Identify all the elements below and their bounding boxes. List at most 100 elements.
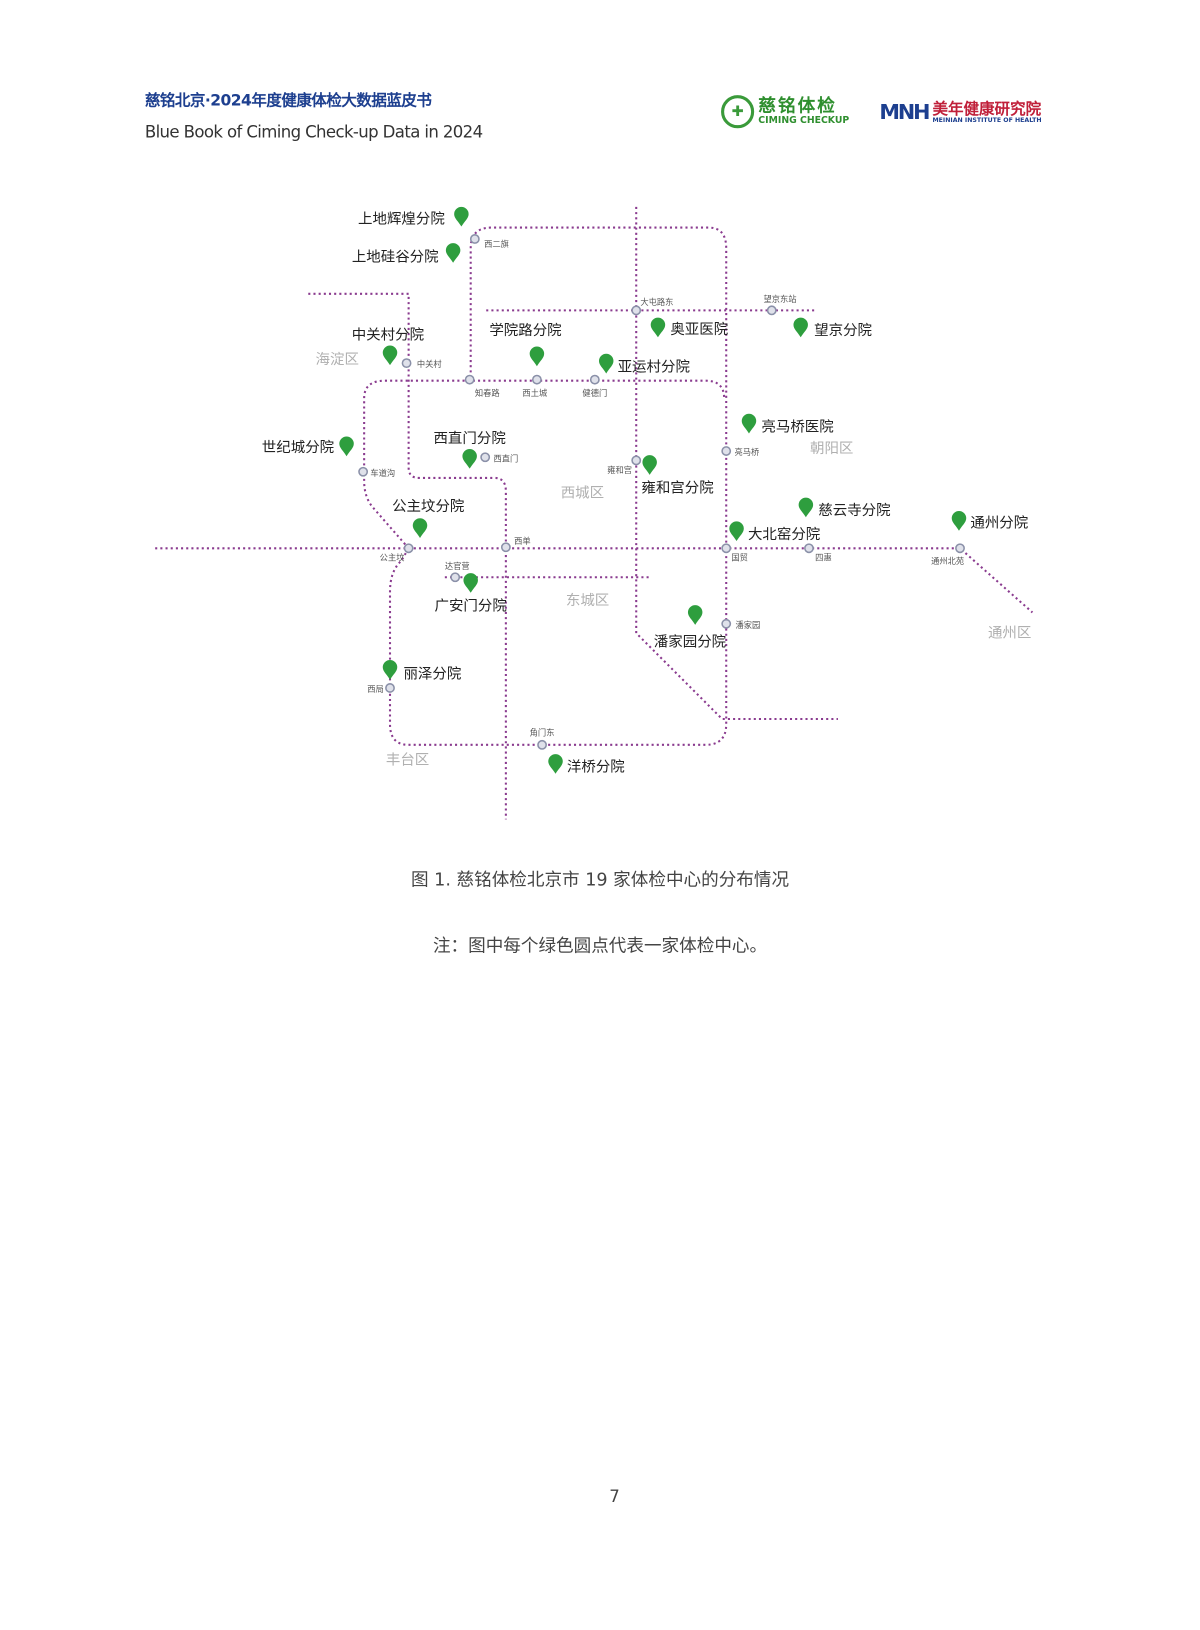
metro-station-icon (631, 305, 642, 316)
station-label: 西局 (367, 684, 384, 694)
header-title-cn: 慈铭北京·2024年度健康体检大数据蓝皮书 (144, 91, 432, 110)
station-label: 亮马桥 (734, 447, 760, 457)
center-label: 大北窑分院 (748, 526, 820, 543)
metro-station-icon (955, 543, 965, 554)
ciming-logo: ✚ 慈铭体检 CIMING CHECKUP (721, 95, 850, 129)
metro-station-icon (403, 543, 414, 554)
center-label: 潘家园分院 (654, 634, 726, 651)
map-pin-icon (462, 448, 477, 469)
station-label: 大屯路东 (640, 297, 673, 307)
metro-line (635, 206, 838, 721)
station-label: 公主坟 (380, 553, 405, 563)
district-label: 朝阳区 (810, 440, 853, 457)
station-label: 健德门 (582, 388, 607, 398)
station-label: 雍和宫 (607, 465, 632, 475)
map-pin-icon (741, 413, 757, 434)
metro-station-icon (469, 234, 480, 244)
center-label: 中关村分院 (352, 326, 424, 343)
center-label: 广安门分院 (434, 597, 506, 614)
center-label: 亚运村分院 (618, 358, 690, 375)
meinian-logo-cn: 美年健康研究院 (932, 98, 1042, 118)
station-label: 车道沟 (370, 468, 395, 478)
metro-station-icon (804, 543, 814, 554)
map-pin-icon (793, 317, 808, 338)
station-label: 西土城 (522, 388, 548, 398)
map-pin-icon (382, 345, 398, 366)
metro-line (155, 547, 1034, 614)
center-label: 望京分院 (814, 322, 872, 339)
meinian-logo: MNH 美年健康研究院 MEINIAN INSTITUTE OF HEALTH (879, 99, 1041, 124)
metro-station-icon (721, 618, 732, 629)
metro-station-icon (401, 358, 412, 369)
map-pin-icon (598, 353, 614, 374)
map-pin-icon (951, 511, 967, 531)
station-label: 通州北苑 (931, 556, 964, 566)
map-pin-icon (548, 754, 563, 774)
station-label: 国贸 (731, 553, 748, 563)
metro-station-icon (464, 374, 475, 385)
metro-station-icon (531, 374, 542, 385)
center-label: 洋桥分院 (567, 759, 625, 776)
district-label: 海淀区 (316, 351, 359, 368)
metro-station-icon (631, 455, 642, 466)
map-pin-icon (412, 518, 428, 538)
map-pin-icon (729, 521, 744, 542)
metro-station-icon (721, 446, 732, 456)
metro-station-icon (358, 466, 369, 477)
district-label: 西城区 (561, 485, 604, 502)
district-label: 丰台区 (386, 751, 429, 768)
map-pin-icon (642, 455, 657, 475)
metro-station-icon (385, 683, 395, 693)
station-label: 四惠 (815, 553, 832, 563)
center-label: 慈云寺分院 (818, 502, 890, 519)
map-pin-icon (798, 497, 814, 518)
station-label: 角门东 (530, 728, 555, 738)
center-label: 亮马桥医院 (761, 418, 833, 435)
metro-station-icon (500, 542, 511, 553)
station-label: 西二旗 (484, 239, 509, 249)
metro-station-icon (450, 572, 461, 583)
header-title-en: Blue Book of Ciming Check-up Data in 202… (144, 122, 483, 142)
figure-caption: 图 1. 慈铭体检北京市 19 家体检中心的分布情况 (410, 870, 790, 891)
center-label: 世纪城分院 (262, 439, 334, 456)
center-label: 通州分院 (970, 515, 1028, 532)
district-label: 通州区 (988, 624, 1031, 641)
page-number: 7 (609, 1486, 620, 1507)
ciming-logo-cn: 慈铭体检 (758, 96, 837, 117)
center-label: 公主坟分院 (392, 498, 464, 515)
meinian-logo-en: MEINIAN INSTITUTE OF HEALTH (932, 116, 1042, 124)
station-label: 西直门 (493, 453, 518, 463)
metro-station-icon (589, 374, 600, 385)
map-pin-icon (529, 346, 545, 367)
metro-station-icon (721, 543, 732, 554)
meinian-logo-mark: MNH (879, 99, 930, 125)
metro-station-icon (480, 452, 491, 463)
station-label: 西单 (514, 536, 531, 546)
station-label: 中关村 (417, 359, 442, 369)
metro-station-icon (766, 305, 777, 316)
map-pin-icon (454, 206, 469, 227)
map-pin-icon (382, 660, 398, 680)
map-pin-icon (463, 573, 478, 593)
map-pin-icon (339, 436, 354, 457)
map-pin-icon (687, 605, 703, 625)
map-pin-icon (650, 317, 666, 338)
map-pin-icon (445, 243, 461, 263)
ciming-logo-icon: ✚ (721, 95, 755, 129)
metro-line (308, 292, 507, 820)
center-label: 上地辉煌分院 (358, 210, 445, 227)
station-label: 望京东站 (763, 294, 796, 304)
center-label: 丽泽分院 (403, 666, 461, 683)
station-label: 达官营 (445, 561, 470, 571)
center-label: 西直门分院 (433, 430, 505, 447)
figure-note: 注：图中每个绿色圆点代表一家体检中心。 (432, 936, 768, 957)
district-label: 东城区 (566, 592, 609, 609)
station-label: 潘家园 (736, 620, 761, 630)
center-label: 上地硅谷分院 (352, 249, 439, 266)
station-label: 知春路 (475, 388, 501, 398)
center-label: 奥亚医院 (670, 321, 728, 338)
metro-station-icon (537, 739, 547, 750)
ciming-logo-en: CIMING CHECKUP (758, 115, 850, 127)
center-label: 雍和宫分院 (641, 479, 713, 496)
